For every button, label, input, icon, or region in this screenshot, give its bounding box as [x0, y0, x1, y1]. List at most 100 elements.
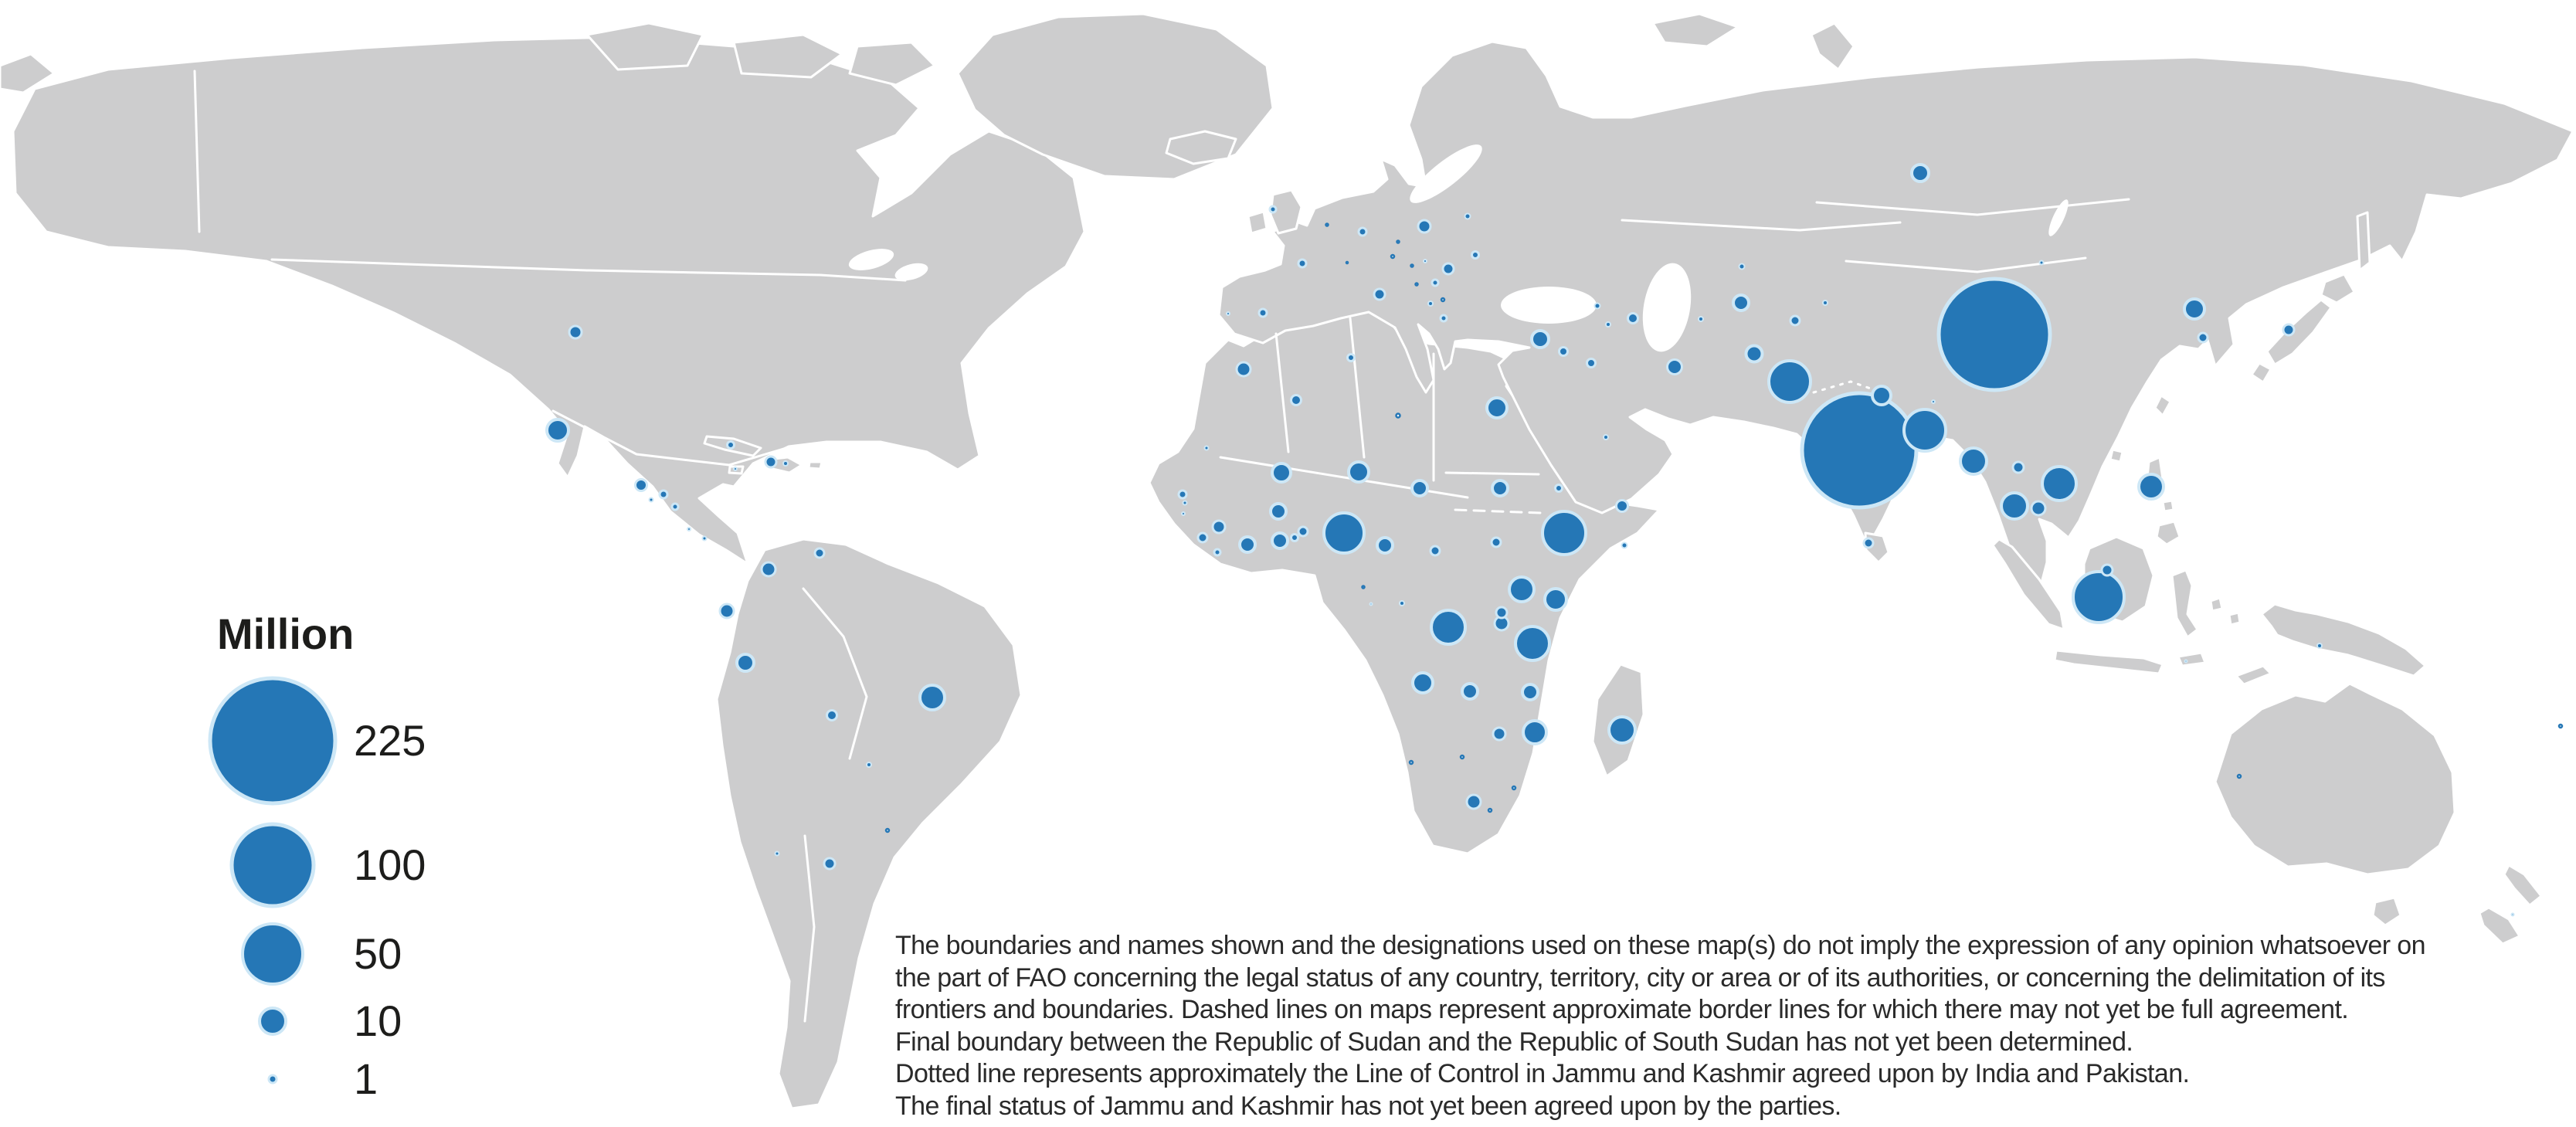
bubble-turkey — [1530, 329, 1550, 349]
border-sudan-south-sudan-dashed — [1454, 508, 1542, 514]
bubble-central-african-republic — [1429, 545, 1441, 557]
bubble-sri-lanka — [1862, 537, 1875, 549]
bubble-moldova — [1471, 250, 1480, 260]
bubble-paraguay — [866, 762, 872, 768]
bubble-fiji — [2557, 723, 2564, 729]
bubble-greece — [1439, 314, 1448, 323]
bubble-azerbaijan — [1627, 312, 1639, 324]
bubble-libya — [1395, 412, 1401, 419]
bubble-angola — [1411, 671, 1434, 694]
country-borders — [193, 70, 2130, 1023]
bubble-guatemala — [634, 478, 648, 492]
black-sea — [1501, 287, 1597, 324]
bubble-turkmenistan — [1698, 316, 1704, 322]
landmass-japan-kyushu — [2250, 362, 2272, 384]
bubble-nigeria — [1322, 511, 1366, 555]
legend-circles — [208, 676, 338, 1085]
landmass-arctic-island-2 — [732, 33, 843, 79]
border-chile-argentina — [803, 834, 816, 1023]
border-us-mexico — [552, 409, 788, 467]
border-russia-mongolia — [1815, 198, 2130, 216]
bubble-dr-congo — [1430, 609, 1467, 646]
landmass-philippines-mindanao — [2155, 520, 2181, 546]
landmass-united-kingdom — [1269, 188, 1303, 235]
bubble-equatorial-guinea — [1361, 585, 1366, 589]
border-us-canada — [270, 258, 907, 282]
bubble-australia — [2236, 773, 2242, 779]
landmass-philippines-visayas — [2161, 499, 2175, 513]
bubble-cameroon — [1376, 536, 1394, 555]
bubble-el-salvador — [648, 497, 654, 503]
bubble-italy — [1373, 287, 1386, 301]
bubble-congo — [1399, 600, 1405, 606]
landmass-australia — [2214, 682, 2456, 876]
bubble-nepal — [1871, 385, 1892, 406]
bubble-japan — [2282, 323, 2296, 337]
landmass-sakhalin — [2356, 211, 2371, 272]
bubble-honduras — [658, 489, 669, 500]
landmass-ireland — [1247, 210, 1268, 235]
border-brazil-west — [802, 587, 868, 760]
bubble-cuba — [726, 440, 735, 450]
bubble-argentina — [823, 857, 837, 871]
bubble-sudan — [1491, 479, 1509, 497]
bubble-burkina-faso — [1269, 502, 1288, 521]
bubble-south-sudan — [1490, 536, 1502, 548]
bubble-egypt — [1485, 396, 1509, 419]
bubble-germany — [1357, 226, 1368, 237]
bubble-colombia — [760, 561, 777, 578]
bubble-saudi-arabia — [1603, 434, 1609, 440]
bubble-papua-new-guinea — [2316, 643, 2323, 649]
bubble-morocco — [1235, 361, 1252, 378]
bubble-namibia — [1408, 759, 1414, 765]
legend-circle-50 — [241, 922, 304, 986]
bubble-guinea — [1211, 519, 1227, 535]
landmass-north-america — [12, 36, 1086, 565]
bubble-uzbekistan — [1732, 294, 1750, 312]
legend-circle-1 — [267, 1074, 278, 1085]
bubble-malaysia — [2100, 563, 2114, 577]
bubble-costa-rica — [687, 527, 691, 531]
bubble-mali — [1271, 462, 1292, 484]
bubble-south-africa — [1465, 793, 1482, 810]
bubble-ecuador — [718, 603, 735, 620]
bubble-mauritania — [1203, 445, 1210, 451]
bubble-syria — [1558, 346, 1569, 357]
landmass-novaya-zemlya — [1810, 22, 1855, 71]
bubble-gabon — [1369, 602, 1373, 606]
landmass-puerto-rico — [807, 460, 823, 470]
bubble-bangladesh — [1902, 408, 1947, 453]
bubble-uruguay — [884, 827, 891, 833]
bubble-myanmar — [1959, 446, 1988, 476]
landmasses — [0, 12, 2574, 1110]
landmass-moluccas-1 — [2209, 596, 2224, 613]
bubble-kazakhstan — [1738, 263, 1746, 270]
bubble-ethiopia — [1541, 510, 1587, 556]
bubble-bosnia — [1414, 282, 1419, 287]
disclaimer-line: The final status of Jammu and Kashmir ha… — [895, 1091, 1841, 1121]
border-algeria-libya — [1349, 317, 1366, 459]
bubble-rwanda — [1495, 606, 1509, 620]
bubble-slovakia — [1423, 259, 1427, 263]
landmass-iceland — [1165, 130, 1237, 165]
bubble-tanzania — [1514, 625, 1551, 662]
bubble-switzerland — [1345, 260, 1349, 265]
bubble-gambia — [1182, 500, 1188, 506]
bubble-jamaica — [733, 467, 738, 471]
legend-label-225: 225 — [354, 716, 426, 765]
bubble-niger — [1347, 460, 1370, 484]
bubble-togo — [1290, 533, 1299, 542]
border-egypt-sudan — [1444, 471, 1540, 476]
bubble-mexico — [545, 418, 570, 443]
bubble-algeria — [1290, 394, 1302, 406]
legend-label-1: 1 — [354, 1054, 378, 1103]
inland-seas — [848, 144, 2069, 352]
bubble-liberia — [1213, 548, 1222, 557]
bubble-china — [1936, 277, 2052, 392]
bubble-afghanistan — [1744, 344, 1764, 364]
legend-title: Million — [217, 609, 354, 658]
bubble-chad — [1410, 479, 1429, 497]
landmass-hainan — [2109, 448, 2124, 463]
bubble-new-zealand — [2510, 912, 2515, 917]
